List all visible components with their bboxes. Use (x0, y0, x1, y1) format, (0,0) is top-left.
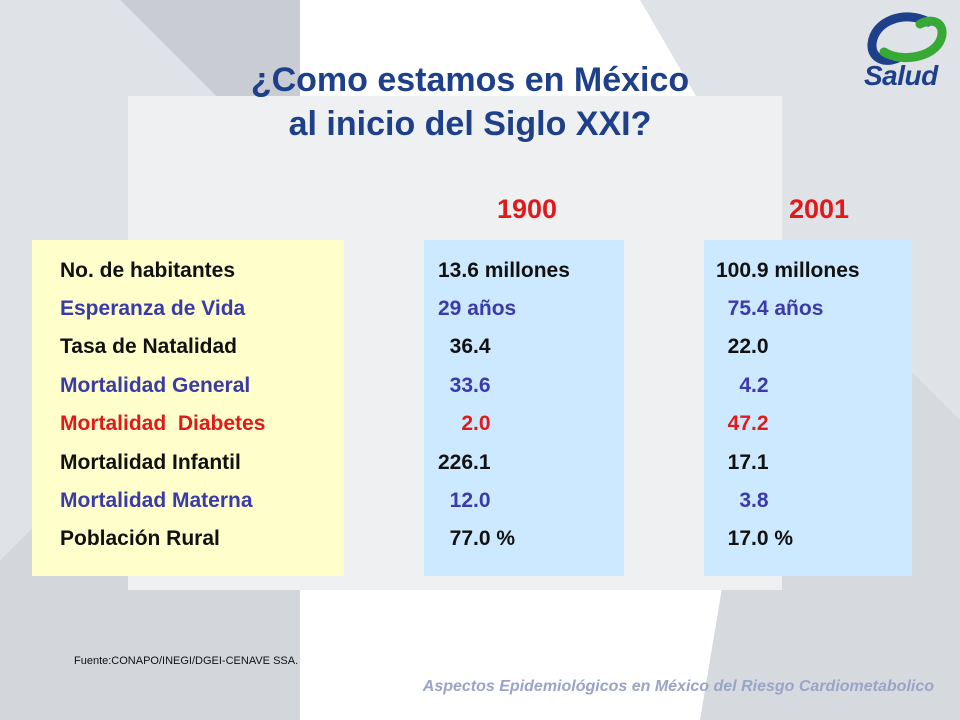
row-value-1900: 12.0 (438, 489, 491, 512)
title-line-2: al inicio del Siglo XXI? (288, 105, 652, 143)
row-value-2001: 47.2 (716, 412, 769, 435)
row-value-2001: 100.9 millones (716, 259, 860, 282)
salud-swirl-icon (867, 12, 947, 65)
row-value-1900: 2.0 (438, 412, 491, 435)
column-header-2001: 2001 (789, 194, 850, 224)
column-header-1900: 1900 (497, 194, 558, 224)
row-value-2001: 22.0 (716, 335, 769, 358)
row-value-2001: 75.4 años (716, 297, 824, 320)
row-label: Esperanza de Vida (60, 297, 246, 320)
row-label: Mortalidad Diabetes (60, 412, 266, 435)
row-value-1900: 13.6 millones (438, 259, 570, 282)
row-value-1900: 29 años (438, 297, 517, 320)
row-value-2001: 4.2 (716, 374, 769, 397)
row-value-2001: 3.8 (716, 489, 769, 512)
source-note: Fuente:CONAPO/INEGI/DGEI-CENAVE SSA. (74, 655, 299, 667)
row-value-1900: 36.4 (438, 335, 491, 358)
logo-text: Salud (864, 60, 938, 91)
row-label: Tasa de Natalidad (60, 335, 238, 358)
labels-panel (32, 240, 344, 576)
row-label: Población Rural (60, 527, 220, 550)
row-label: No. de habitantes (60, 259, 236, 282)
row-value-1900: 226.1 (438, 451, 491, 474)
row-value-2001: 17.1 (716, 451, 769, 474)
row-label: Mortalidad General (60, 374, 251, 397)
values-1900-panel (424, 240, 624, 576)
row-label: Mortalidad Materna (60, 489, 253, 512)
row-value-2001: 17.0 % (716, 527, 794, 550)
row-value-1900: 77.0 % (438, 527, 516, 550)
footer-caption: Aspectos Epidemiológicos en México del R… (422, 678, 934, 695)
page-title: ¿Como estamos en México al inicio del Si… (180, 58, 760, 146)
title-line-1: ¿Como estamos en México (250, 61, 690, 99)
row-label: Mortalidad Infantil (60, 451, 241, 474)
values-2001-panel (704, 240, 912, 576)
row-value-1900: 33.6 (438, 374, 491, 397)
